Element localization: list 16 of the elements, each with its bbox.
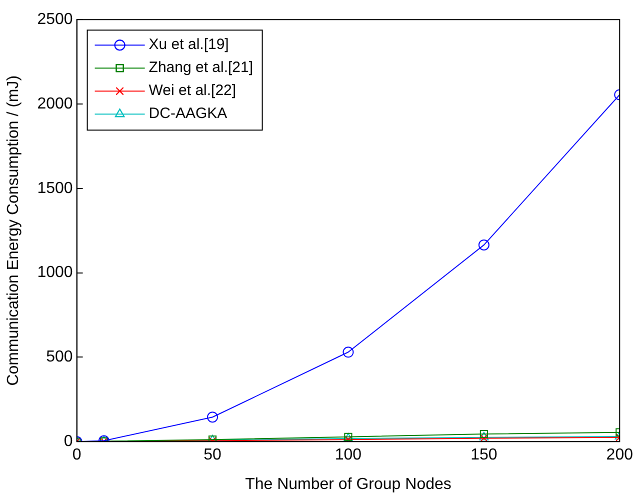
y-tick-label: 1000 [37,264,73,282]
x-tick-label: 50 [204,446,222,464]
y-tick-label: 2500 [37,11,73,28]
legend-label: DC-AAGKA [148,105,228,122]
y-tick-label: 2000 [37,95,73,112]
y-tick-label: 0 [64,433,73,450]
y-tick-label: 1500 [37,180,73,197]
x-tick-label: 200 [606,446,634,464]
x-tick-label: 150 [470,446,498,464]
legend-label: Wei et al.[22] [148,82,236,100]
legend-label: Zhang et al.[21] [148,59,254,76]
y-tick-label: 500 [46,348,73,366]
y-axis-title: Communication Energy Consumption / (mJ) [5,75,22,386]
x-tick-label: 100 [334,446,362,464]
legend-label: Xu et al.[19] [148,36,229,54]
x-axis-title: The Number of Group Nodes [245,476,452,493]
